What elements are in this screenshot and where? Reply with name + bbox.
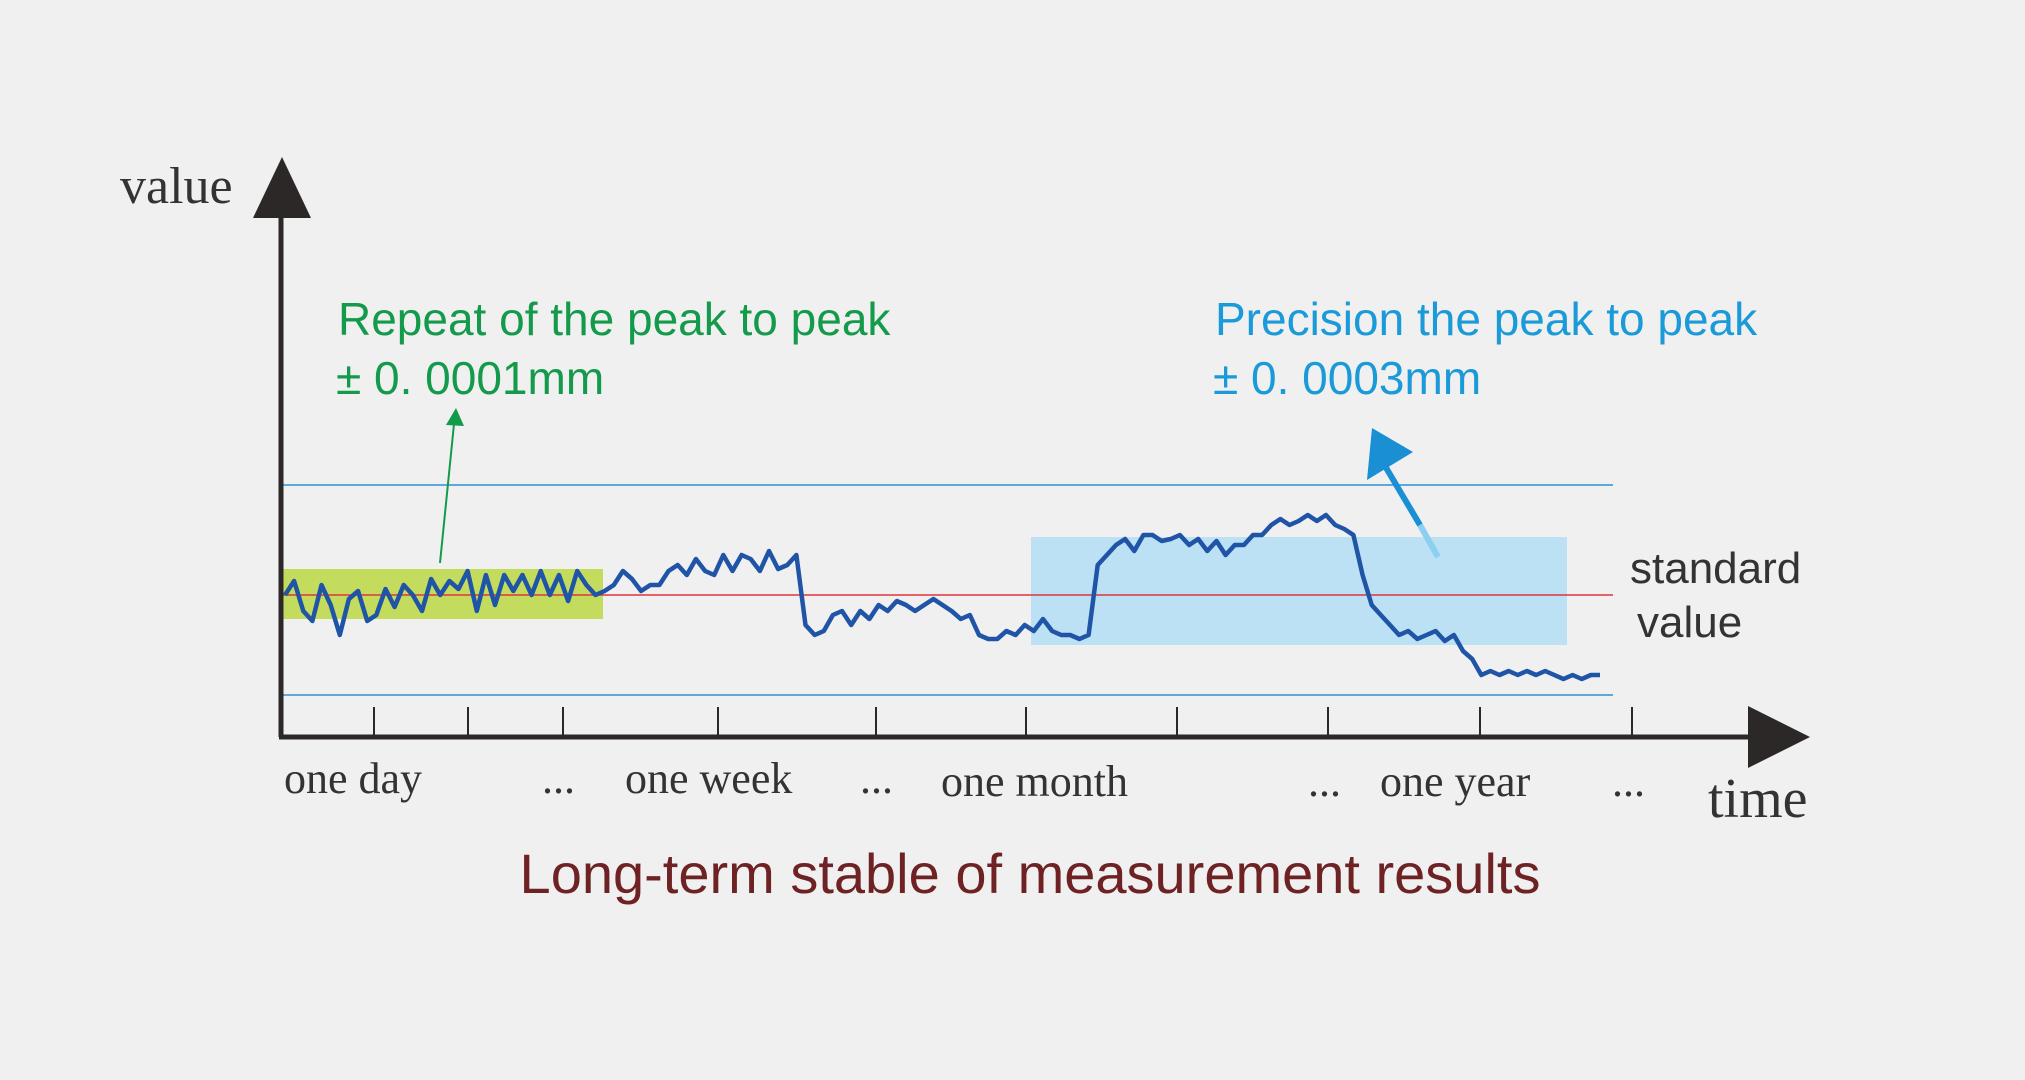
x-axis-arrowhead [1748, 706, 1810, 768]
precision-arrowhead [1367, 428, 1413, 480]
x-tick-label: ... [1612, 757, 1645, 806]
precision-highlight-region [1031, 537, 1567, 645]
precision-annotation-line1: Precision the peak to peak [1215, 293, 1758, 345]
x-axis-label: time [1708, 768, 1808, 830]
y-axis-label: value [120, 158, 233, 215]
repeat-annotation-line2: ± 0. 0001mm [336, 352, 604, 404]
chart-title: Long-term stable of measurement results [520, 842, 1541, 905]
data-series-line [283, 512, 1600, 682]
precision-annotation-line2: ± 0. 0003mm [1213, 352, 1481, 404]
repeat-arrowhead [446, 408, 464, 426]
x-tick-label: ... [542, 754, 575, 803]
precision-annotation-arrow-faded [1417, 523, 1441, 559]
precision-annotation-arrow [1382, 464, 1423, 527]
y-axis-arrowhead [253, 157, 311, 218]
x-tick-label: ... [1308, 757, 1341, 806]
x-tick-label: ... [860, 754, 893, 803]
x-tick-marks [373, 707, 1633, 737]
repeat-annotation-line1: Repeat of the peak to peak [338, 293, 891, 345]
x-tick-label: one week [625, 754, 792, 803]
standard-value-label: value [1637, 598, 1742, 647]
standard-value-label: standard [1630, 544, 1801, 593]
repeat-annotation-arrow [439, 423, 455, 564]
x-tick-label: one year [1380, 757, 1531, 806]
x-tick-label: one day [284, 754, 422, 803]
x-tick-label: one month [941, 757, 1128, 806]
